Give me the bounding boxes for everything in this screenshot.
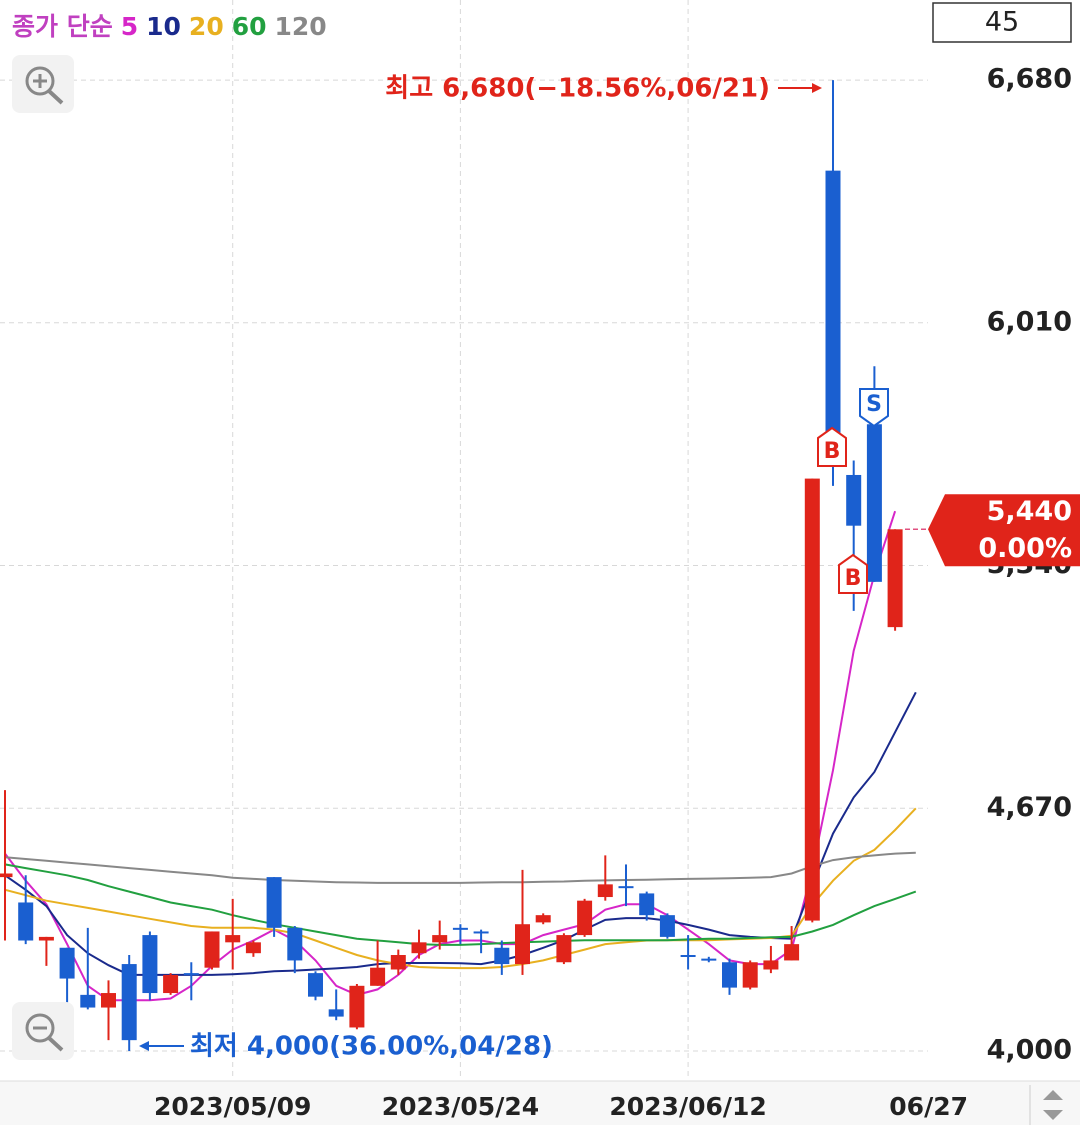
candle-body: [266, 877, 282, 928]
candle-body: [494, 947, 510, 965]
candle-body: [101, 993, 116, 1008]
buy-signal: B: [838, 553, 868, 594]
y-tick-label: 4,670: [987, 792, 1072, 823]
candle-body: [535, 915, 551, 923]
candle-body: [225, 935, 241, 943]
candle-body: [887, 529, 903, 628]
legend-entry: 5: [121, 12, 138, 41]
candle-body: [204, 931, 220, 968]
candle-body: [0, 873, 13, 878]
candle-body: [825, 170, 841, 461]
last-change-label: 0.00%: [978, 533, 1072, 564]
candle-body: [701, 958, 717, 961]
candle-body: [183, 973, 199, 976]
candle-body: [680, 955, 696, 958]
low-annotation: 최저 4,000(36.00%,04/28): [139, 1032, 553, 1062]
candle-body: [577, 900, 593, 936]
scroll-control[interactable]: [1029, 1085, 1063, 1125]
ma-line: [4, 863, 917, 946]
ma-line: [4, 851, 916, 884]
legend-entry: 20: [189, 12, 224, 41]
labels: 4,0004,6705,3406,0106,6802023/05/092023/…: [154, 64, 1080, 1121]
period-value[interactable]: 45: [985, 7, 1019, 38]
candle-body: [804, 478, 820, 921]
buy-signal: B: [817, 426, 847, 467]
candle-body: [556, 935, 572, 963]
high-annotation: 최고 6,680(−18.56%,06/21): [385, 74, 822, 104]
date-axis-band: [0, 1081, 1080, 1125]
y-tick-label: 6,010: [987, 306, 1072, 337]
legend: 종가 단순 5 10 20 60 120: [12, 12, 327, 41]
period-input[interactable]: [932, 2, 1072, 43]
signal-label: S: [866, 392, 882, 417]
candle-body: [287, 927, 303, 961]
candle-body: [784, 944, 800, 961]
candle-body: [722, 962, 737, 988]
candle-body: [142, 935, 158, 994]
x-tick-label: 2023/06/12: [609, 1092, 766, 1121]
y-tick-label: 6,680: [987, 64, 1072, 95]
x-tick-label: 2023/05/09: [154, 1092, 311, 1121]
candle-body: [618, 886, 634, 889]
last-price-label: 5,440: [987, 496, 1072, 527]
high-label: 최고 6,680(−18.56%,06/21): [385, 74, 770, 104]
grid: [0, 0, 928, 1080]
candle-body: [597, 884, 613, 898]
candle-body: [411, 942, 427, 954]
zoom-in[interactable]: [12, 55, 74, 113]
signal-label: B: [845, 566, 862, 591]
candle-body: [432, 935, 448, 943]
candle-body: [38, 936, 54, 941]
candle-body: [163, 974, 179, 994]
last-price-box: [928, 494, 1080, 567]
candle-body: [328, 1009, 344, 1017]
candle-body: [846, 474, 862, 526]
candle-body: [370, 967, 386, 986]
legend-entry: 60: [232, 12, 267, 41]
candle-body: [80, 994, 96, 1008]
legend-title: 종가 단순: [12, 12, 113, 41]
legend-entry: 10: [146, 12, 181, 41]
candle-body: [18, 902, 34, 941]
candle-body: [473, 931, 489, 934]
signal-label: B: [824, 439, 841, 464]
zoom-out[interactable]: [12, 1002, 74, 1060]
y-tick-label: 4,000: [987, 1035, 1072, 1066]
candle-body: [245, 942, 261, 954]
low-label: 최저 4,000(36.00%,04/28): [190, 1032, 553, 1062]
sell-signal: S: [859, 388, 889, 428]
candle-body: [452, 927, 468, 930]
candles: [0, 80, 903, 1052]
candle-body: [639, 893, 655, 916]
candle-body: [390, 955, 406, 970]
candle-body: [59, 947, 75, 979]
candle-body: [121, 964, 137, 1041]
candle-body: [763, 960, 779, 970]
candle-body: [308, 973, 323, 997]
candle-body: [659, 915, 675, 937]
x-tick-label: 2023/05/24: [382, 1092, 539, 1121]
x-tick-label: 06/27: [889, 1092, 968, 1121]
candle-body: [742, 962, 758, 988]
legend-entry: 120: [275, 12, 327, 41]
candle-body: [515, 924, 530, 965]
candle-body: [866, 424, 882, 582]
candle-body: [349, 985, 365, 1028]
